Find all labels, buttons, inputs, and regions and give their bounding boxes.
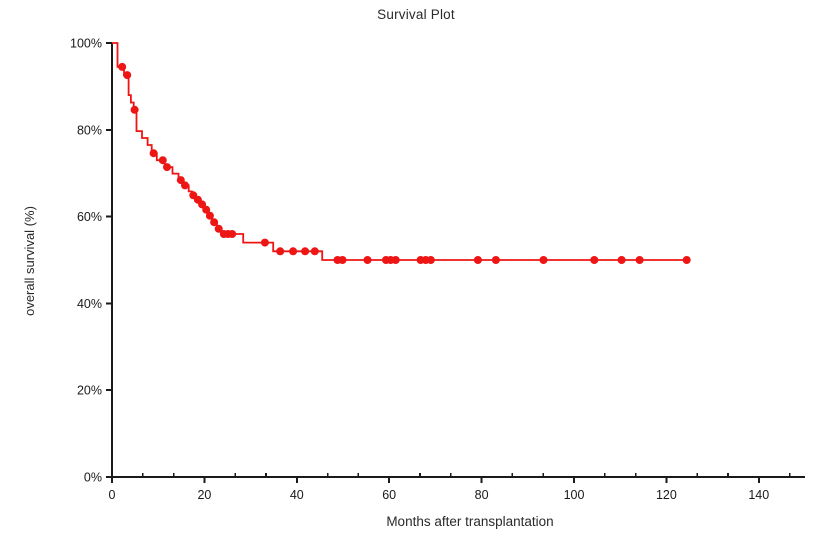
censor-mark	[228, 230, 237, 238]
x-tick-label: 60	[382, 488, 396, 502]
y-axis-label: overall survival (%)	[22, 206, 37, 316]
x-tick-label: 100	[564, 488, 585, 502]
y-tick-label: 60%	[77, 210, 102, 224]
censor-mark	[363, 256, 372, 264]
censor-mark	[181, 181, 189, 190]
y-tick-label: 80%	[77, 123, 102, 137]
y-tick-label: 40%	[77, 297, 102, 311]
censor-mark	[130, 105, 139, 114]
censor-mark	[338, 256, 347, 264]
censor-mark	[163, 163, 171, 172]
censor-mark	[276, 247, 285, 256]
x-axis-label: Months after transplantation	[386, 514, 554, 529]
censor-mark	[635, 256, 644, 264]
censor-mark	[158, 156, 167, 165]
censor-mark	[391, 256, 400, 264]
censor-mark	[202, 205, 211, 214]
censor-mark	[473, 256, 482, 264]
censor-mark	[118, 62, 127, 71]
censor-mark	[590, 256, 599, 264]
x-tick-label: 80	[475, 488, 489, 502]
censor-mark	[310, 247, 319, 256]
x-tick-label: 120	[656, 488, 677, 502]
censor-mark	[149, 149, 158, 158]
censor-mark	[260, 238, 269, 247]
x-tick-label: 20	[197, 488, 211, 502]
censor-mark	[289, 247, 298, 256]
chart-title: Survival Plot	[377, 7, 455, 22]
censor-mark	[491, 256, 500, 264]
x-tick-label: 0	[109, 488, 116, 502]
censor-mark	[210, 218, 219, 227]
censor-mark	[539, 256, 548, 264]
y-tick-label: 100%	[70, 37, 102, 51]
x-tick-label: 140	[748, 488, 769, 502]
censor-mark	[617, 256, 626, 264]
y-tick-label: 20%	[77, 384, 102, 398]
censor-mark	[426, 256, 435, 264]
censor-mark	[301, 247, 310, 256]
survival-curve	[112, 42, 687, 261]
censor-mark	[214, 224, 223, 233]
y-tick-label: 0%	[84, 471, 102, 485]
censor-mark	[123, 71, 132, 80]
censor-mark	[682, 256, 691, 264]
x-tick-label: 40	[290, 488, 304, 502]
censor-mark	[205, 211, 214, 220]
